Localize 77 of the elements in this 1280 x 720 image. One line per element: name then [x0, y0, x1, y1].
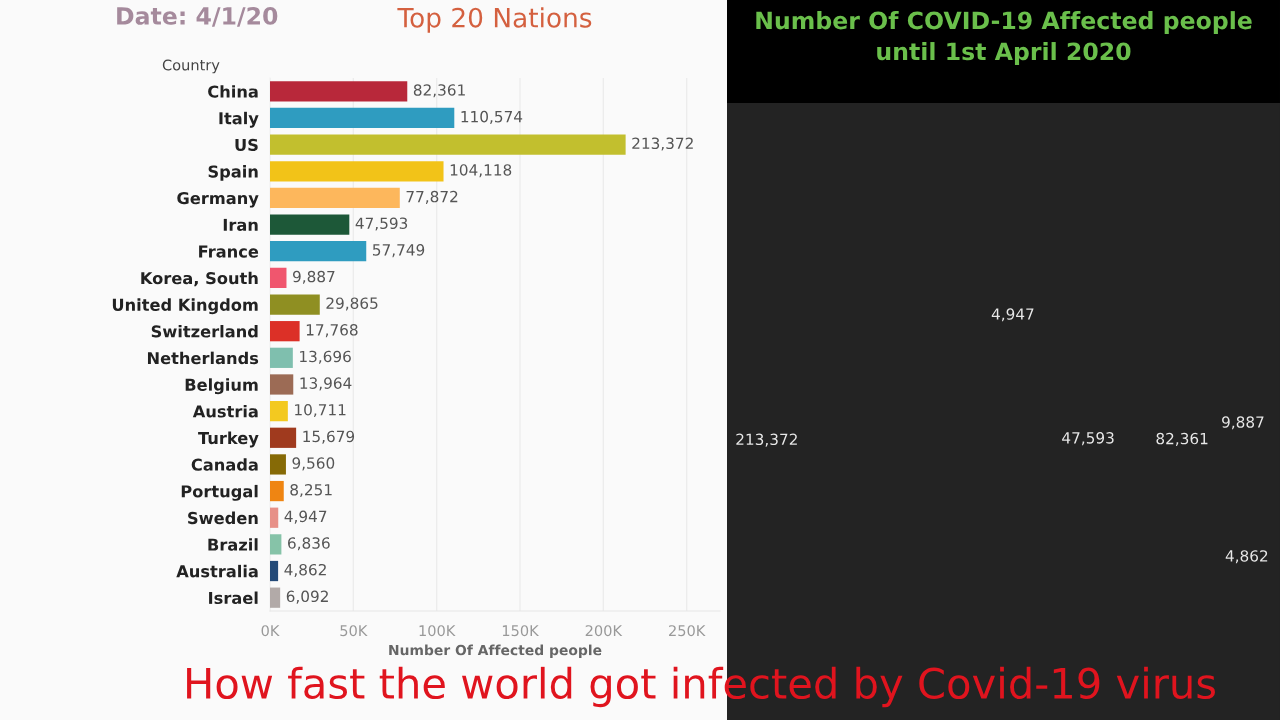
bar	[270, 294, 320, 315]
data-label: 82,361	[413, 84, 465, 98]
y-tick-label: Brazil	[208, 538, 258, 551]
data-label: 77,872	[406, 190, 458, 204]
y-tick-label: Belgium	[185, 378, 258, 395]
data-label: 13,696	[300, 350, 351, 364]
y-tick-label: Canada	[191, 458, 258, 471]
x-tick-label: 100K	[419, 625, 456, 637]
text: 9,887	[1222, 416, 1264, 430]
data-label: 9,560	[292, 457, 335, 471]
bar	[270, 401, 288, 422]
data-label: 15,679	[303, 430, 355, 444]
y-tick-label: Sweden	[188, 511, 258, 525]
y-tick-label: Turkey	[198, 431, 259, 448]
y-tick-label: US	[235, 138, 258, 152]
bar	[270, 161, 444, 182]
bar	[270, 587, 281, 608]
data-label: 47,593	[355, 217, 408, 231]
text: 82,361	[1156, 432, 1208, 446]
y-tick-label: United Kingdom	[112, 298, 258, 315]
data-label: 57,749	[372, 244, 425, 258]
y-tick-label: Italy	[219, 111, 259, 128]
text: 47,593	[1062, 432, 1114, 446]
text: Number Of COVID-19 Affected people until 1st April 2020	[756, 11, 1252, 65]
data-label: 104,118	[450, 164, 512, 178]
y-tick-label: Netherlands	[147, 351, 259, 365]
y-tick-label: Korea, South	[141, 271, 258, 287]
data-label: 9,887	[293, 270, 335, 284]
x-tick-label: 250K	[669, 625, 706, 637]
bar	[270, 534, 282, 555]
y-tick-label: Germany	[177, 191, 259, 208]
data-label: 110,574	[461, 110, 523, 124]
data-label: 4,862	[284, 563, 326, 578]
bar	[270, 507, 279, 528]
bar	[270, 267, 287, 288]
bar	[270, 480, 284, 502]
bar	[270, 187, 400, 209]
data-label: 4,947	[284, 510, 327, 524]
data-label: 213,372	[632, 137, 693, 151]
data-label: 6,092	[286, 590, 328, 604]
y-tick-label: China	[208, 85, 258, 98]
text: 4,947	[991, 308, 1034, 322]
y-tick-label: Iran	[223, 218, 258, 231]
x-tick-label: 150K	[502, 625, 539, 637]
bar	[270, 81, 408, 102]
bar	[270, 560, 279, 582]
data-label: 6,836	[288, 537, 330, 551]
y-tick-label: Switzerland	[151, 325, 258, 338]
bar	[270, 347, 293, 368]
data-label: 17,768	[306, 324, 358, 338]
y-tick-label: Portugal	[181, 484, 258, 501]
bar	[270, 214, 350, 235]
text: 4,862	[1225, 550, 1268, 564]
x-tick-label: 50K	[340, 625, 368, 637]
bar	[270, 454, 286, 475]
y-tick-label: Spain	[208, 165, 258, 181]
data-label: 10,711	[295, 404, 346, 418]
x-axis-title: Number Of Affected people	[389, 644, 602, 658]
bar	[270, 134, 626, 155]
bar	[270, 374, 294, 395]
x-tick-label: 0K	[261, 625, 280, 637]
chart-title: Top 20 Nations	[397, 7, 592, 33]
y-tick-label: France	[199, 245, 259, 258]
y-tick-label: Australia	[176, 564, 258, 578]
bar	[270, 241, 367, 262]
data-label: 13,964	[300, 377, 352, 391]
text: Date: 4/1/20	[117, 6, 278, 27]
bar	[270, 427, 297, 448]
data-label: 8,251	[290, 483, 332, 498]
bar	[270, 107, 455, 129]
text: 213,372	[736, 433, 797, 447]
y-tick-label: Israel	[209, 591, 258, 605]
y-tick-label: Austria	[192, 404, 258, 418]
bar	[270, 321, 300, 342]
y-axis-title: Country	[162, 59, 220, 74]
data-label: 29,865	[326, 297, 378, 311]
x-tick-label: 200K	[585, 625, 623, 637]
